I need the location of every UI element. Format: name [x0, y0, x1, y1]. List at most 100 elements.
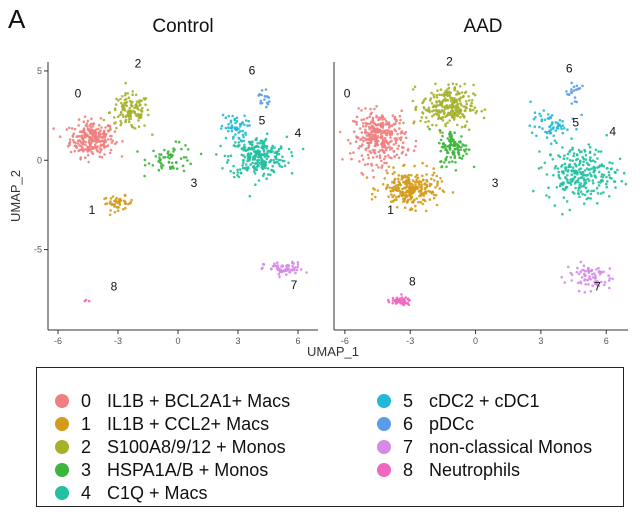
cluster-3-point: [445, 149, 449, 152]
cluster-5-point: [224, 126, 228, 130]
cluster-4-point: [607, 170, 611, 174]
cluster-0-point: [365, 134, 369, 137]
cluster-0-point: [399, 118, 402, 122]
cluster-6-point: [268, 100, 271, 103]
cluster-6-point: [581, 84, 584, 88]
cluster-7-point: [579, 260, 583, 264]
cluster-1-point: [421, 174, 424, 178]
cluster-3-point: [449, 156, 453, 159]
cluster-0-point: [384, 119, 388, 123]
cluster-4-point: [271, 164, 275, 168]
cluster-1-point: [425, 185, 429, 189]
cluster-2-point: [121, 113, 124, 117]
cluster-0-point: [351, 119, 355, 123]
cluster-3-point: [166, 155, 170, 159]
cluster-3-point: [472, 165, 476, 169]
cluster-1-point: [395, 205, 399, 209]
cluster-0-point: [374, 123, 378, 127]
cluster-4-point: [246, 159, 249, 163]
cluster-1-point: [116, 209, 120, 212]
cluster-0-point: [385, 169, 388, 172]
cluster-2-point: [143, 124, 146, 127]
cluster-4-point: [256, 151, 259, 154]
cluster-4-point: [558, 155, 562, 159]
cluster-4-point: [589, 197, 592, 200]
cluster-3-point: [166, 152, 169, 155]
cluster-2-point: [435, 101, 439, 104]
cluster-7-point: [591, 273, 594, 276]
cluster-4-point: [553, 204, 557, 207]
x-tick-label: 0: [473, 336, 478, 346]
cluster-6-point: [260, 89, 264, 92]
cluster-4-point: [582, 157, 585, 160]
cluster-number-label: 4: [609, 124, 616, 138]
cluster-0-point: [380, 159, 383, 163]
cluster-2-point: [402, 121, 405, 125]
cluster-2-point: [114, 121, 117, 124]
cluster-4-point: [614, 186, 617, 189]
cluster-2-point: [123, 94, 127, 97]
cluster-number-label: 5: [572, 115, 579, 129]
cluster-2-point: [449, 99, 453, 103]
cluster-5-point: [219, 127, 223, 130]
cluster-0-point: [68, 143, 71, 147]
cluster-2-point: [459, 96, 463, 99]
cluster-4-point: [563, 154, 566, 157]
cluster-1-point: [113, 203, 117, 206]
cluster-2-point: [140, 113, 143, 116]
cluster-2-point: [119, 97, 122, 101]
cluster-5-point: [229, 126, 232, 130]
cluster-7-point: [584, 269, 587, 273]
cluster-1-point: [436, 184, 439, 187]
cluster-1-point: [432, 167, 436, 170]
cluster-4-point: [229, 154, 233, 157]
cluster-3-point: [448, 144, 451, 147]
cluster-2-point: [464, 90, 468, 94]
cluster-5-point: [235, 119, 239, 123]
cluster-0-point: [90, 146, 94, 149]
cluster-2-point: [118, 113, 122, 117]
cluster-1-point: [392, 166, 395, 169]
cluster-0-point: [373, 144, 377, 148]
cluster-1-point: [414, 204, 417, 208]
cluster-7-point: [583, 279, 586, 282]
cluster-2-point: [428, 99, 432, 102]
cluster-7-point: [611, 277, 614, 281]
cluster-2-point: [117, 99, 120, 102]
cluster-number-label: 4: [295, 126, 302, 140]
cluster-4-point: [577, 189, 580, 192]
cluster-7-point: [277, 272, 281, 276]
cluster-2-point: [451, 82, 455, 86]
cluster-4-point: [257, 164, 260, 168]
cluster-4-point: [590, 174, 593, 178]
cluster-4-point: [290, 154, 294, 158]
panel-title: AAD: [463, 16, 502, 37]
cluster-7-point: [262, 262, 265, 266]
y-tick-label: 0: [37, 155, 42, 165]
cluster-0-point: [375, 127, 379, 130]
cluster-3-point: [160, 165, 163, 168]
cluster-4-point: [564, 177, 568, 180]
cluster-5-point: [241, 133, 245, 137]
cluster-0-point: [369, 122, 372, 125]
cluster-3-point: [440, 145, 444, 149]
cluster-4-point: [578, 186, 581, 190]
cluster-3-point: [458, 140, 461, 144]
cluster-0-point: [396, 147, 400, 150]
cluster-1-point: [401, 187, 404, 191]
cluster-0-point: [77, 118, 81, 121]
cluster-3-point: [457, 149, 460, 153]
cluster-3-point: [167, 160, 171, 164]
cluster-0-point: [103, 145, 106, 148]
cluster-0-point: [106, 124, 110, 127]
cluster-1-point: [400, 174, 404, 178]
cluster-7-point: [278, 275, 281, 279]
cluster-4-point: [247, 156, 251, 159]
cluster-4-point: [599, 150, 603, 153]
cluster-4-point: [569, 178, 572, 181]
cluster-4-point: [555, 141, 558, 145]
cluster-3-point: [444, 158, 448, 161]
cluster-2-point: [128, 106, 132, 110]
cluster-2-point: [465, 120, 469, 123]
cluster-number-label: 3: [492, 176, 499, 190]
